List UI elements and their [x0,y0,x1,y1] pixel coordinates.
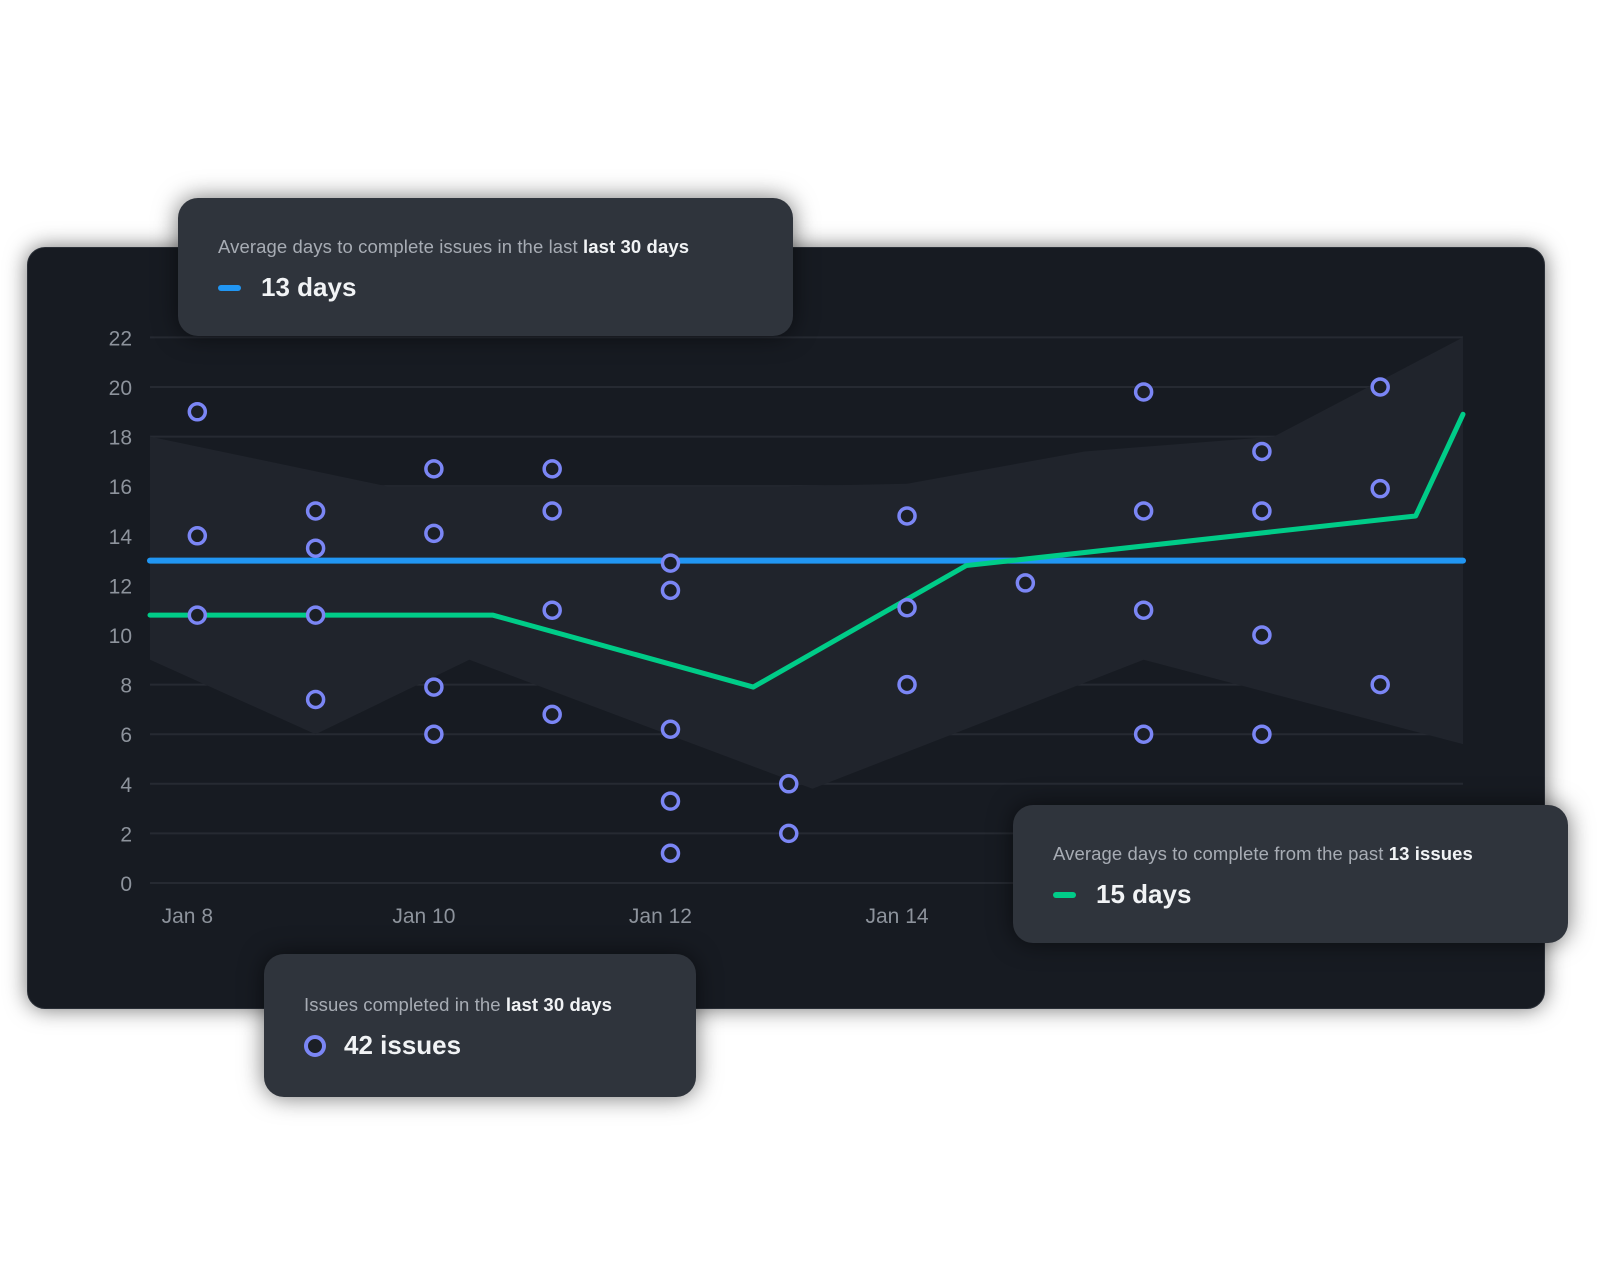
issue-point[interactable] [660,791,681,811]
y-tick-label: 16 [109,476,132,499]
x-tick-label: Jan 12 [629,905,692,928]
card-average-30-days: Average days to complete issues in the l… [178,198,793,336]
y-tick-label: 8 [120,675,132,698]
issue-point[interactable] [305,605,326,625]
issue-point[interactable] [424,724,444,744]
issue-point[interactable] [305,689,326,710]
issue-point[interactable] [660,719,681,739]
y-tick-label: 14 [109,526,133,549]
x-tick-label: Jan 8 [162,905,213,928]
issue-point[interactable] [1370,478,1390,499]
issue-point[interactable] [187,526,208,546]
issue-point[interactable] [542,501,562,521]
y-tick-label: 20 [109,377,132,400]
issue-point[interactable] [1252,724,1272,744]
card-caption: Average days to complete from the past 1… [1053,843,1473,864]
card-caption: Average days to complete issues in the l… [218,236,690,257]
issue-point[interactable] [1252,625,1272,645]
y-tick-label: 12 [109,575,132,598]
x-tick-label: Jan 14 [866,905,929,928]
issue-point[interactable] [1133,501,1154,521]
issue-point[interactable] [1370,377,1390,397]
average-days-value: 13 days [261,272,357,302]
issue-point[interactable] [305,501,326,521]
y-tick-label: 6 [120,724,132,747]
issue-point[interactable] [1133,724,1154,744]
card-average-past-issues: Average days to complete from the past 1… [1013,805,1568,943]
issue-point[interactable] [424,523,444,544]
issue-point[interactable] [779,823,799,844]
card-issues-completed: Issues completed in the last 30 days 42 … [264,954,696,1097]
issue-point[interactable] [305,538,326,558]
x-tick-label: Jan 10 [392,905,455,928]
scatter-points [187,377,1390,863]
y-tick-label: 18 [109,427,132,450]
issue-point[interactable] [542,600,562,620]
y-tick-label: 0 [120,873,132,896]
circle-legend-icon [304,1034,326,1057]
issue-point[interactable] [660,843,681,863]
x-axis: Jan 8 Jan 10 Jan 12 Jan 14 [162,905,929,928]
issue-point[interactable] [660,553,681,573]
issue-point[interactable] [1252,501,1272,521]
issue-point[interactable] [897,597,917,618]
y-tick-label: 22 [109,327,132,350]
green-line-legend-icon [1053,891,1076,898]
issue-point[interactable] [897,674,917,695]
card-caption: Issues completed in the last 30 days [304,994,613,1015]
issue-point[interactable] [424,459,444,479]
issue-point[interactable] [897,506,917,526]
issue-point[interactable] [1133,600,1154,620]
blue-line-legend-icon [218,284,241,291]
issue-point[interactable] [1252,441,1272,462]
issue-point[interactable] [424,677,444,697]
issue-point[interactable] [187,605,208,625]
issues-count-value: 42 issues [344,1030,462,1060]
issue-point[interactable] [1133,382,1154,402]
issue-point[interactable] [779,774,799,794]
y-axis: 0 2 4 6 8 10 12 14 16 18 20 22 [109,327,133,896]
issue-point[interactable] [1370,674,1390,695]
rolling-average-value: 15 days [1096,879,1192,909]
issue-point[interactable] [660,580,681,601]
y-tick-label: 10 [109,625,132,648]
y-tick-label: 4 [120,774,132,797]
issue-point[interactable] [542,704,562,725]
issue-point[interactable] [542,459,562,479]
issue-point[interactable] [187,402,208,422]
y-tick-label: 2 [120,823,132,846]
issue-point[interactable] [1015,573,1036,593]
